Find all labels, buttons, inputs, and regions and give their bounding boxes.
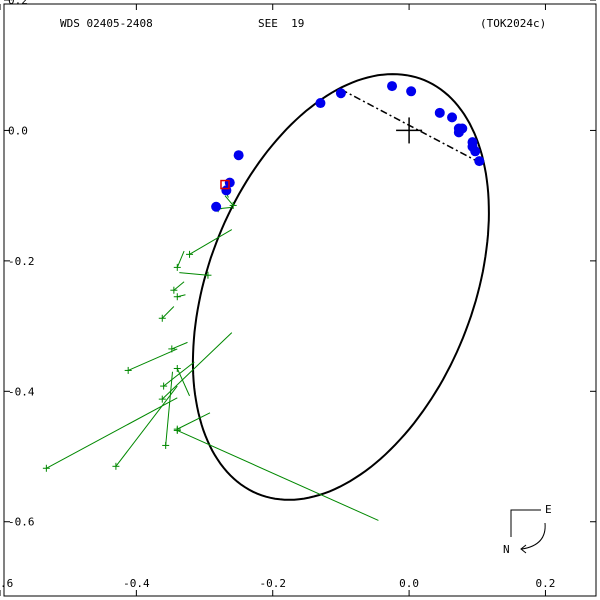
orbit-ellipse xyxy=(191,73,490,501)
measurement-point xyxy=(335,88,346,99)
residual-line xyxy=(46,397,178,469)
line-of-nodes xyxy=(340,88,482,164)
measurement-point xyxy=(470,146,481,157)
residual-line xyxy=(115,385,178,467)
residual-line xyxy=(127,348,178,371)
residual-line xyxy=(177,429,379,521)
residual-line xyxy=(163,361,195,387)
y-tick-label: -0.6 xyxy=(8,516,35,529)
compass-north-label: N xyxy=(503,543,510,556)
residual-line xyxy=(224,195,234,206)
residual-line xyxy=(177,412,211,430)
plot-frame xyxy=(3,3,597,597)
highlight-marker xyxy=(220,179,230,190)
residual-line xyxy=(161,332,233,400)
point-layer xyxy=(211,81,485,212)
compass-rotation-arrow xyxy=(521,522,546,550)
measurement-point xyxy=(474,156,485,167)
y-tick-label: 0.2 xyxy=(8,0,28,7)
measurement-point xyxy=(434,107,445,118)
residual-line xyxy=(165,371,173,446)
y-tick-label: -0.4 xyxy=(8,385,35,398)
x-tick-label: -0.2 xyxy=(259,577,286,590)
y-tick-label: -0.2 xyxy=(8,255,35,268)
x-tick-label: 0.2 xyxy=(536,577,556,590)
measurement-point xyxy=(387,81,398,92)
measurement-point xyxy=(315,98,326,109)
x-tick-label: -0.4 xyxy=(123,577,150,590)
residual-line xyxy=(161,306,175,319)
residual-line xyxy=(189,229,233,255)
residual-line xyxy=(173,281,185,291)
residual-layer xyxy=(42,185,379,521)
y-tick-label: 0.0 xyxy=(8,124,28,137)
measurement-point xyxy=(221,185,232,196)
measurement-point xyxy=(447,112,458,123)
compass-east-label: E xyxy=(545,503,552,516)
x-tick-label: 0.0 xyxy=(399,577,419,590)
measurement-point xyxy=(406,86,417,97)
measurement-point xyxy=(457,123,468,134)
orbit-layer xyxy=(191,73,490,501)
compass-arrow-head xyxy=(520,544,527,554)
x-tick-label: -0.6 xyxy=(0,577,13,590)
measurement-point xyxy=(211,201,222,212)
residual-line xyxy=(176,250,185,268)
measurement-point xyxy=(233,150,244,161)
compass: E N xyxy=(503,503,552,556)
star-id: WDS 02405-2408 xyxy=(60,17,153,30)
compass-east-arm xyxy=(510,509,541,537)
discoverer-code: SEE 19 xyxy=(258,17,305,30)
residual-line xyxy=(176,368,191,397)
residual-line xyxy=(171,341,188,350)
orbit-reference: (TOK2024c) xyxy=(480,17,547,30)
residual-line xyxy=(179,272,208,276)
